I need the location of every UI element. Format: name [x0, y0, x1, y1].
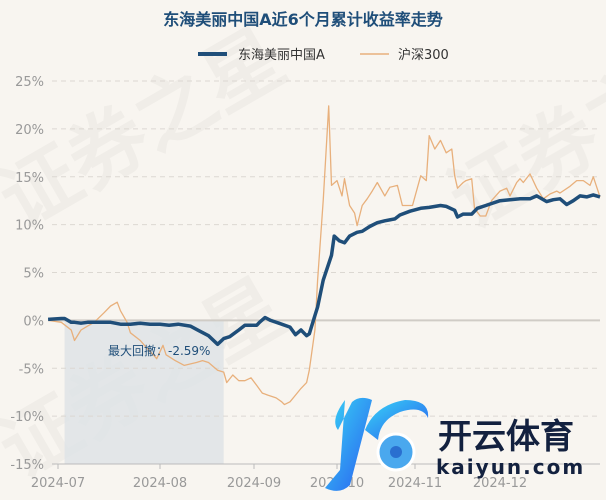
chart-title: 东海美丽中国A近6个月累计收益率走势	[163, 10, 443, 29]
legend-label-fund: 东海美丽中国A	[238, 48, 325, 63]
drawdown-shade	[64, 320, 224, 464]
y-tick-label: 10%	[15, 219, 44, 234]
x-tick-label: 2024-09	[227, 476, 281, 491]
kaiyun-logo: 开云体育 kaiyun.com	[325, 397, 585, 491]
drawdown-area	[64, 320, 224, 464]
series-line-fund	[47, 193, 601, 347]
watermark-text: 证券之星	[435, 13, 606, 247]
max-drawdown-label: 最大回撤：-2.59%	[108, 343, 210, 358]
logo-k-arm	[365, 400, 429, 440]
y-tick-label: -5%	[19, 362, 44, 377]
y-tick-label: 0%	[23, 314, 44, 329]
x-tick-label: 2024-07	[31, 476, 85, 491]
x-tick-label: 2024-11	[388, 476, 442, 491]
y-tick-label: 15%	[15, 171, 44, 186]
legend-label-index: 沪深300	[398, 47, 449, 63]
legend: 东海美丽中国A 沪深300	[198, 47, 449, 63]
logo-k-icon	[325, 397, 372, 491]
y-tick-label: 5%	[23, 267, 44, 282]
y-tick-label: -10%	[10, 410, 44, 425]
y-tick-label: 20%	[15, 123, 44, 138]
x-tick-label: 2024-08	[133, 476, 187, 491]
y-tick-label: 25%	[15, 75, 44, 90]
logo-name: 开云体育	[438, 417, 574, 457]
logo-domain: kaiyun.com	[436, 455, 585, 479]
x-tick-label: 2024-12	[473, 476, 527, 491]
y-tick-label: -15%	[10, 458, 44, 473]
series-lines	[47, 105, 601, 406]
series-line-index	[48, 105, 601, 406]
y-axis: 25% 20% 15% 10% 5% 0% -5% -10% -15%	[10, 75, 44, 473]
soccer-ball-patch	[390, 446, 402, 458]
